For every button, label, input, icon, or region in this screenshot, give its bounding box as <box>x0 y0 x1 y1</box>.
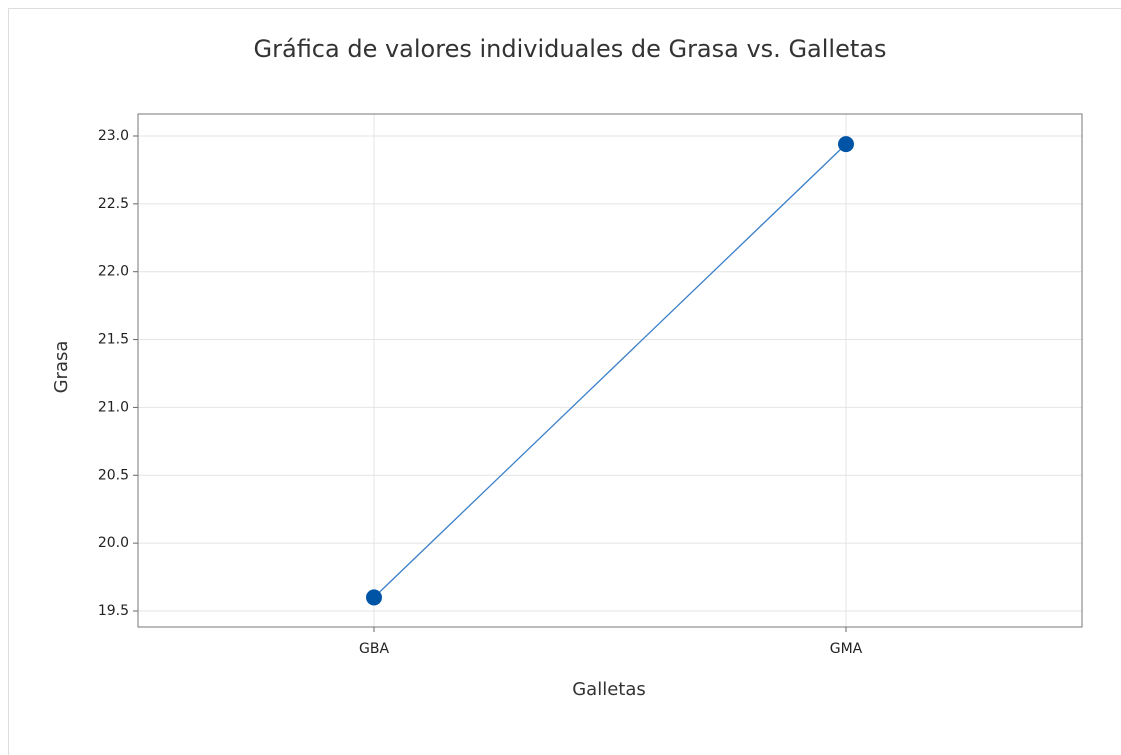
plot-border <box>137 113 1083 628</box>
y-tick-label: 19.5 <box>98 603 129 619</box>
point <box>838 136 854 153</box>
y-tick-label: 22.0 <box>98 264 129 280</box>
y-tick-label: 23.0 <box>98 128 129 144</box>
y-tick-label: 20.0 <box>98 535 129 551</box>
y-tick-label: 21.5 <box>98 332 129 348</box>
y-tick-label: 21.0 <box>98 399 129 415</box>
chart-title: Gráfica de valores individuales de Grasa… <box>254 35 887 63</box>
y-axis-label: Grasa <box>51 341 72 394</box>
y-tick-label: 20.5 <box>98 467 129 483</box>
line <box>373 143 847 598</box>
frame <box>8 8 1121 755</box>
x-tick-label: GBA <box>359 641 389 657</box>
x-axis-label: Galletas <box>572 679 646 700</box>
point <box>366 589 382 606</box>
x-tick-label: GMA <box>830 641 863 657</box>
y-tick-label: 22.5 <box>98 196 129 212</box>
